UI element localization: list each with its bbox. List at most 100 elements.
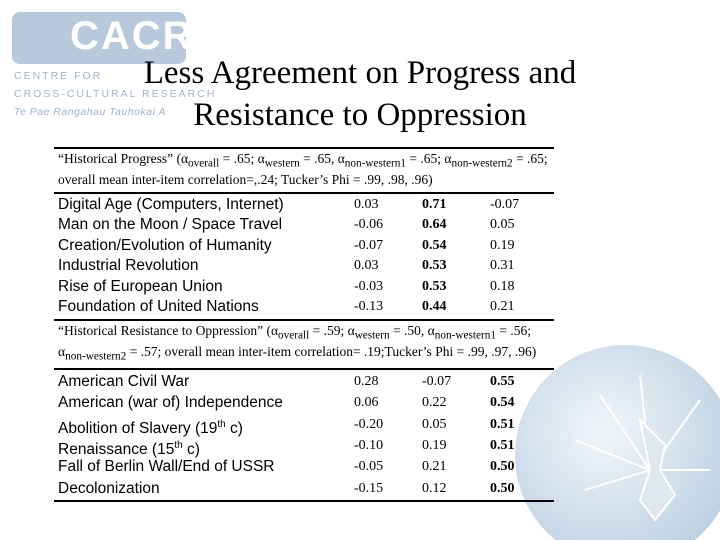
cell-value: 0.53 [422, 258, 447, 274]
cell-value: 0.19 [422, 437, 447, 453]
cell-value: 0.44 [422, 299, 447, 315]
cell-value: -0.07 [422, 374, 452, 390]
label-text: Foundation of United Nations [58, 298, 259, 316]
row-label: Decolonization [58, 478, 160, 499]
cell-value: 0.05 [422, 416, 447, 432]
cell-value: -0.03 [354, 278, 384, 294]
table-row: Digital Age (Computers, Internet) 0.03 0.7… [54, 195, 554, 216]
label-text: Renaissance (15 [58, 441, 175, 459]
subscript: non-western2 [65, 350, 127, 363]
table-row: Man on the Moon / Space Travel -0.06 0.64 0… [54, 215, 554, 236]
table-row: Rise of European Union -0.03 0.53 0.18 [54, 277, 554, 298]
label-text: c) [225, 419, 243, 437]
cell-value: 0.50 [490, 459, 515, 475]
cell-value: 0.03 [354, 258, 379, 274]
cell-value: 0.28 [354, 374, 379, 390]
table-row: Fall of Berlin Wall/End of USSR -0.05 0.21… [54, 456, 554, 477]
header-text: “Historical Resistance to Oppression” (α [58, 322, 279, 338]
label-text: Fall of Berlin Wall/End of USSR [58, 458, 275, 476]
row-label: American (war of) Independence [58, 392, 283, 413]
label-text: Man on the Moon / Space Travel [58, 216, 283, 234]
table-row: American Civil War 0.28 -0.07 0.55 [54, 371, 554, 392]
label-text: Decolonization [58, 479, 160, 497]
subscript: non-western1 [344, 157, 407, 170]
superscript: th [174, 439, 183, 451]
subscript: non-western2 [451, 157, 513, 170]
logo-line: CROSS-CULTURAL RESEARCH [14, 88, 217, 100]
header-text: = .65; overall mean inter-item correlati… [58, 151, 548, 188]
cell-value: 0.05 [490, 217, 515, 233]
row-label: Creation/Evolution of Humanity [58, 236, 272, 257]
cell-value: -0.10 [354, 437, 384, 453]
cell-value: 0.55 [490, 374, 515, 390]
row-label: Rise of European Union [58, 277, 223, 298]
slide-title: Less Agreement on Progress and Resistanc… [143, 55, 577, 133]
cell-value: 0.06 [354, 395, 379, 411]
subscript: overall [188, 157, 220, 170]
logo-mark: CACR [70, 14, 194, 58]
loadings-table: “Historical Progress” (αoverall = .65; α… [54, 147, 554, 502]
cell-value: -0.15 [354, 480, 384, 496]
cell-value: 0.22 [422, 395, 447, 411]
label-text: Rise of European Union [58, 277, 223, 295]
cell-value: -0.05 [354, 459, 384, 475]
label-text: Industrial Revolution [58, 257, 199, 275]
section-rows: Digital Age (Computers, Internet) 0.03 0.7… [54, 194, 554, 321]
cell-value: -0.07 [490, 196, 520, 212]
label-text: American Civil War [58, 373, 190, 391]
cell-value: -0.13 [354, 299, 384, 315]
logo [12, 12, 186, 64]
table-row: Decolonization -0.15 0.12 0.50 [54, 478, 554, 499]
header-text: = .65; α [219, 151, 265, 166]
header-text: = .59; α [309, 322, 355, 338]
table-row: Foundation of United Nations -0.13 0.44 0.2… [54, 297, 554, 318]
header-text: = .65; α [406, 151, 452, 166]
subscript: western [354, 329, 390, 342]
subscript: western [264, 157, 300, 170]
row-label: Industrial Revolution [58, 256, 198, 277]
cell-value: 0.21 [422, 459, 447, 475]
cell-value: 0.21 [490, 299, 515, 315]
cell-value: 0.53 [422, 278, 447, 294]
table-row: Renaissance (15th c) -0.10 0.19 0.51 [54, 435, 554, 458]
row-label: Foundation of United Nations [58, 297, 259, 318]
table-row: Abolition of Slavery (19th c) -0.20 0.05 0.… [54, 414, 554, 437]
cell-value: 0.19 [490, 237, 515, 253]
cell-value: 0.18 [490, 278, 515, 294]
cell-value: 0.51 [490, 437, 515, 453]
cell-value: 0.71 [422, 196, 447, 212]
cell-value: -0.06 [354, 217, 384, 233]
cell-value: 0.31 [490, 258, 515, 274]
row-label: American Civil War [58, 371, 189, 392]
row-label: Man on the Moon / Space Travel [58, 215, 282, 236]
globe-arrows [574, 374, 710, 522]
cell-value: 0.12 [422, 480, 447, 496]
superscript: th [217, 418, 226, 430]
header-text: = .56; α [58, 322, 531, 359]
table-row: American (war of) Independence 0.06 0.22 0.… [54, 392, 554, 413]
label-text: Digital Age (Computers, Internet) [58, 195, 284, 213]
cell-value: 0.50 [490, 480, 515, 496]
row-label: Fall of Berlin Wall/End of USSR [58, 456, 275, 477]
cell-value: 0.64 [422, 217, 447, 233]
row-label: Digital Age (Computers, Internet) [58, 195, 284, 216]
label-text: American (war of) Independence [58, 394, 283, 412]
subscript: non-western1 [434, 329, 496, 342]
logo-line: Te Pae Rangahau Tauhokai A [14, 106, 166, 118]
cell-value: 0.51 [490, 416, 515, 432]
cell-value: 0.54 [490, 395, 515, 411]
cell-value: -0.07 [354, 237, 384, 253]
cell-value: 0.03 [354, 196, 379, 212]
row-label: Abolition of Slavery (19th c) [58, 414, 243, 439]
table-row: Industrial Revolution 0.03 0.53 0.31 [54, 256, 554, 277]
row-label: Renaissance (15th c) [58, 435, 200, 460]
label-text: Abolition of Slavery (19 [58, 419, 218, 437]
cell-value: -0.20 [354, 416, 384, 432]
section-rows: American Civil War 0.28 -0.07 0.55 American … [54, 370, 554, 502]
subscript: overall [278, 329, 310, 342]
header-text: = .50, α [389, 322, 435, 338]
header-text: = .57; overall mean inter-item correlati… [126, 343, 537, 359]
header-text: “Historical Progress” (α [58, 151, 189, 166]
label-text: Creation/Evolution of Humanity [58, 236, 272, 254]
